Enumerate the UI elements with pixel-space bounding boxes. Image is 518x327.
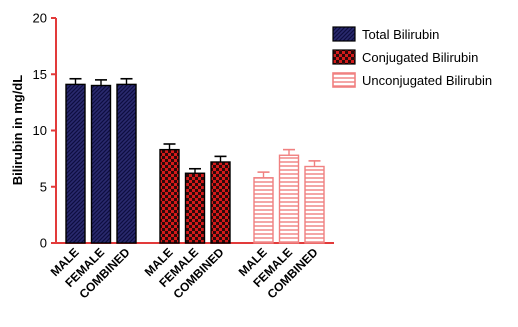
- bar-unconjugated-male: [253, 171, 274, 244]
- y-tick-label: 0: [40, 236, 47, 251]
- bar: [159, 148, 180, 244]
- bar-total-female: [90, 79, 112, 244]
- bars: [65, 77, 325, 244]
- legend: Total Bilirubin Conjugated Bilirubin Unc…: [332, 26, 492, 88]
- bar: [65, 83, 86, 244]
- bar-total-male: [65, 77, 86, 244]
- bar: [116, 83, 137, 244]
- bar-unconjugated-female: [278, 148, 300, 244]
- legend-item-unconjugated: Unconjugated Bilirubin: [332, 72, 492, 88]
- bar: [210, 161, 231, 244]
- legend-swatch-total: [332, 26, 356, 42]
- legend-swatch-unconjugated: [332, 72, 356, 88]
- y-axis-title: Bilirubin in mg/dL: [10, 75, 25, 186]
- legend-label-unconjugated: Unconjugated Bilirubin: [362, 73, 492, 88]
- bar: [304, 165, 325, 244]
- y-tick-label: 20: [33, 11, 47, 26]
- y-ticks: 0 5 10 15 20: [33, 11, 56, 251]
- bar-conjugated-male: [159, 143, 180, 244]
- legend-label-conjugated: Conjugated Bilirubin: [362, 50, 478, 65]
- bar-unconjugated-combined: [304, 160, 325, 244]
- bar-conjugated-combined: [210, 155, 231, 244]
- y-axis: 0 5 10 15 20: [33, 11, 57, 251]
- legend-swatch-conjugated: [332, 49, 356, 65]
- legend-item-conjugated: Conjugated Bilirubin: [332, 49, 478, 65]
- y-tick-label: 15: [33, 67, 47, 82]
- bar-total-combined: [116, 77, 137, 244]
- bar-conjugated-female: [184, 167, 206, 244]
- y-tick-label: 10: [33, 123, 47, 138]
- bar: [278, 154, 300, 244]
- bar: [253, 177, 274, 244]
- bar: [90, 84, 112, 244]
- legend-item-total: Total Bilirubin: [332, 26, 439, 42]
- legend-label-total: Total Bilirubin: [362, 27, 439, 42]
- y-tick-label: 5: [40, 179, 47, 194]
- bar: [184, 172, 206, 244]
